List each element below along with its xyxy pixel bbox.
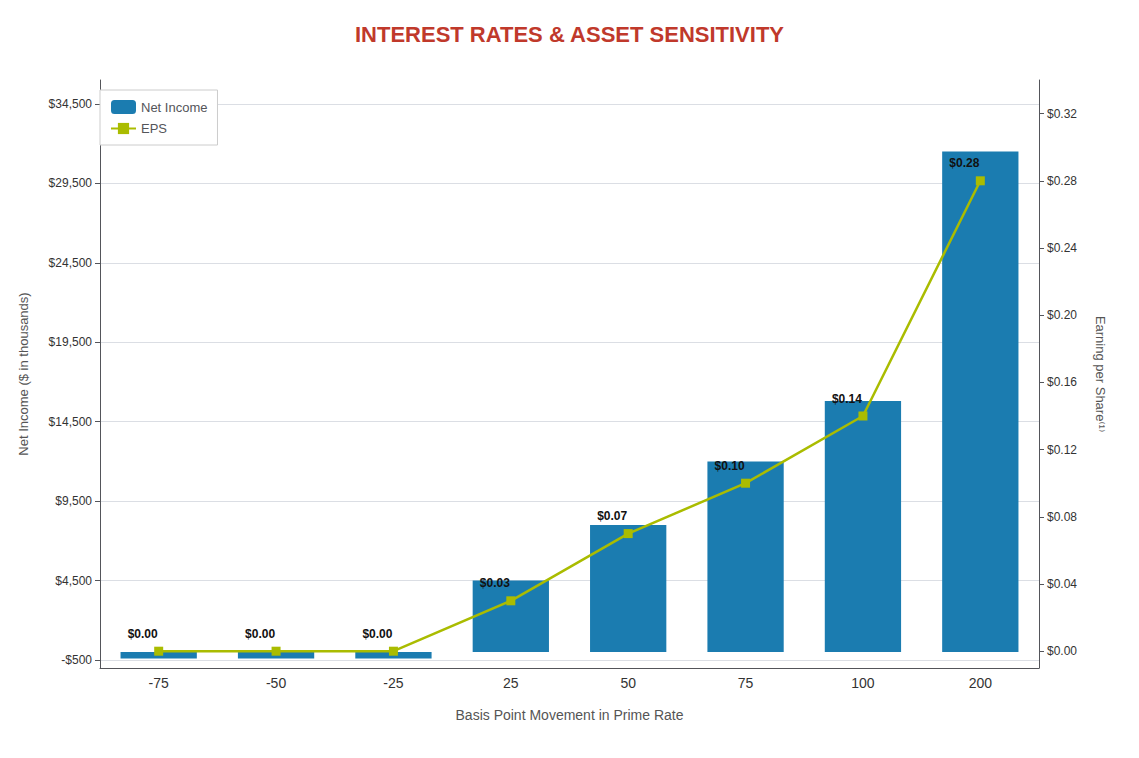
svg-text:50: 50 (620, 675, 636, 691)
svg-text:$19,500: $19,500 (49, 335, 93, 349)
svg-text:EPS: EPS (141, 121, 167, 136)
svg-text:-$500: -$500 (61, 653, 92, 667)
svg-text:$0.32: $0.32 (1047, 107, 1077, 121)
svg-text:$29,500: $29,500 (49, 176, 93, 190)
svg-text:Earning per Share⁽¹⁾: Earning per Share⁽¹⁾ (1093, 316, 1108, 432)
svg-text:-25: -25 (383, 675, 403, 691)
svg-text:$0.03: $0.03 (480, 576, 510, 590)
svg-text:$0.07: $0.07 (597, 509, 627, 523)
svg-text:$0.10: $0.10 (715, 459, 745, 473)
svg-text:$14,500: $14,500 (49, 415, 93, 429)
svg-text:$34,500: $34,500 (49, 97, 93, 111)
svg-text:$24,500: $24,500 (49, 256, 93, 270)
svg-text:-50: -50 (266, 675, 286, 691)
svg-text:$0.04: $0.04 (1047, 577, 1077, 591)
svg-text:$0.24: $0.24 (1047, 241, 1077, 255)
svg-text:$0.08: $0.08 (1047, 510, 1077, 524)
svg-text:Basis Point Movement in Prime: Basis Point Movement in Prime Rate (456, 707, 684, 723)
svg-text:$0.28: $0.28 (1047, 174, 1077, 188)
svg-text:$0.00: $0.00 (362, 627, 392, 641)
svg-text:-75: -75 (149, 675, 169, 691)
svg-text:Net Income: Net Income (141, 100, 207, 115)
svg-text:$0.00: $0.00 (245, 627, 275, 641)
svg-text:Net Income ($ in thousands): Net Income ($ in thousands) (16, 292, 31, 455)
svg-text:$0.16: $0.16 (1047, 375, 1077, 389)
svg-text:$9,500: $9,500 (55, 494, 92, 508)
svg-text:75: 75 (738, 675, 754, 691)
svg-text:100: 100 (851, 675, 875, 691)
svg-text:$0.00: $0.00 (128, 627, 158, 641)
svg-text:$0.28: $0.28 (949, 156, 979, 170)
svg-text:$0.14: $0.14 (832, 392, 862, 406)
svg-text:$0.12: $0.12 (1047, 443, 1077, 457)
svg-text:25: 25 (503, 675, 519, 691)
svg-text:$0.20: $0.20 (1047, 308, 1077, 322)
svg-text:$0.00: $0.00 (1047, 644, 1077, 658)
svg-text:INTEREST RATES & ASSET SENSITI: INTEREST RATES & ASSET SENSITIVITY (355, 22, 784, 47)
svg-text:200: 200 (969, 675, 993, 691)
svg-text:$4,500: $4,500 (55, 574, 92, 588)
